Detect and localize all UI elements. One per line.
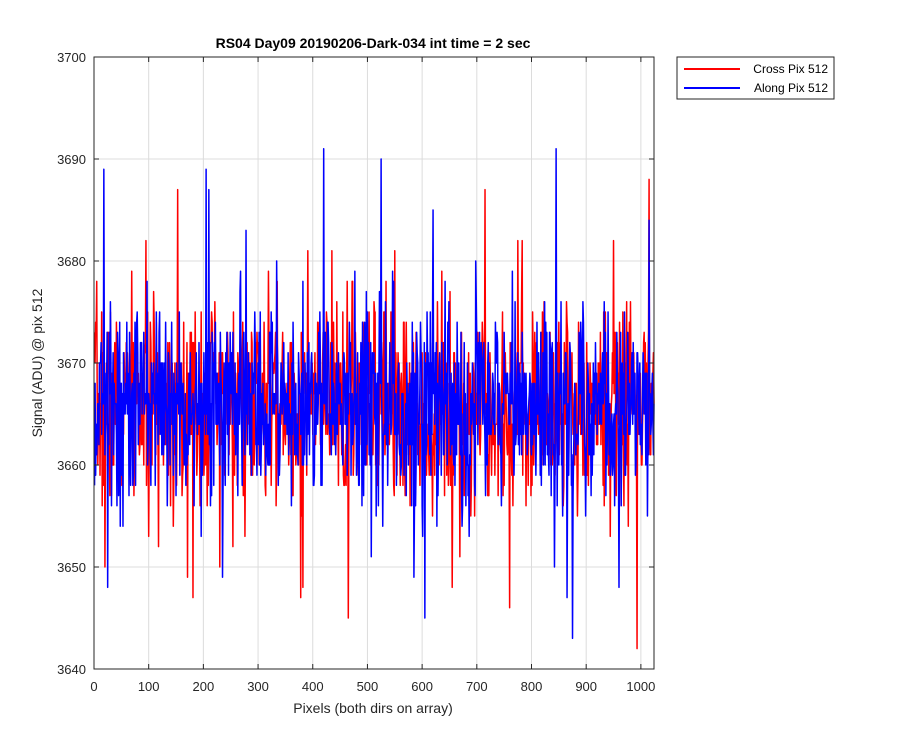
x-tick-label: 300	[247, 679, 269, 694]
x-tick-label: 200	[193, 679, 215, 694]
axis-ticks: 0 100 200 300 400 500 600 700 800 900 1000 3640 3650…	[57, 50, 655, 694]
y-tick-label: 3670	[57, 356, 86, 371]
series-line-along-pix-512	[93, 148, 655, 640]
x-tick-label: 800	[521, 679, 543, 694]
y-axis-label: Signal (ADU) @ pix 512	[29, 288, 45, 437]
x-tick-label: 900	[575, 679, 597, 694]
y-tick-label: 3700	[57, 50, 86, 65]
x-tick-label: 0	[90, 679, 97, 694]
legend: Cross Pix 512 Along Pix 512	[676, 56, 835, 100]
y-tick-label: 3680	[57, 254, 86, 269]
x-tick-label: 100	[138, 679, 160, 694]
y-tick-label: 3650	[57, 560, 86, 575]
x-tick-label: 1000	[626, 679, 655, 694]
x-axis-label: Pixels (both dirs on array)	[293, 700, 453, 716]
y-tick-label: 3690	[57, 152, 86, 167]
x-tick-label: 600	[411, 679, 433, 694]
y-tick-label: 3640	[57, 662, 86, 677]
legend-box	[676, 56, 835, 100]
legend-label-along: Along Pix 512	[754, 81, 828, 95]
y-tick-label: 3660	[57, 458, 86, 473]
x-tick-label: 500	[357, 679, 379, 694]
chart-title: RS04 Day09 20190206-Dark-034 int time = …	[216, 35, 531, 51]
legend-label-cross: Cross Pix 512	[753, 62, 828, 76]
x-tick-label: 700	[466, 679, 488, 694]
x-tick-label: 400	[302, 679, 324, 694]
series-layer	[93, 148, 655, 650]
